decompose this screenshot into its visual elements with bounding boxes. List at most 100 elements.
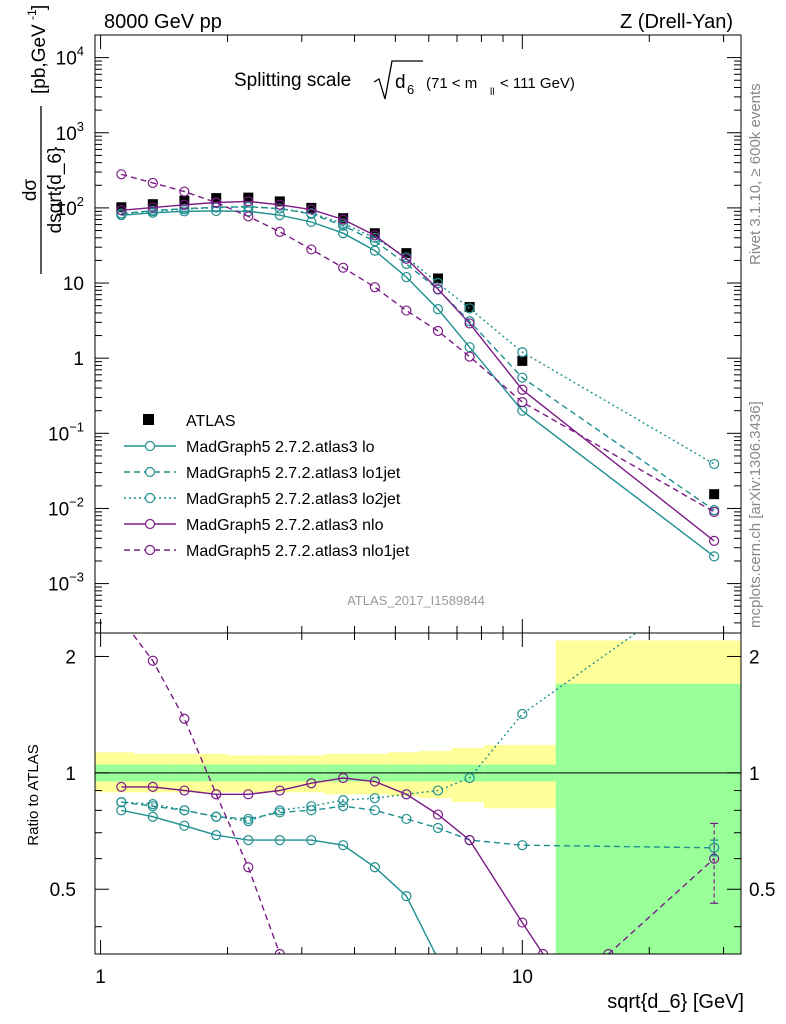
series-marker (432, 284, 444, 295)
series-marker (147, 781, 158, 792)
atlas-point (274, 196, 285, 207)
series-marker (211, 789, 222, 800)
legend-label: MadGraph5 2.7.2.atlas3 lo (186, 439, 375, 456)
uncertainty-bands (95, 640, 741, 954)
mcplots-label: mcplots.cern.ch [arXiv:1306.3436] (747, 401, 764, 628)
series-marker (709, 458, 720, 470)
plot-title: Splitting scale d 6 (71 < m ll < 111 GeV… (234, 60, 575, 100)
rivet-label: Rivet 3.1.10, ≥ 600k events (747, 83, 764, 265)
series-marker (274, 835, 285, 846)
series-marker (369, 776, 380, 787)
series-line (121, 809, 437, 954)
atlas-point (147, 199, 158, 210)
series-marker (603, 948, 614, 954)
series-marker (517, 397, 528, 408)
series-marker (116, 797, 127, 808)
series-marker (709, 535, 720, 546)
y-tick-label: 10−3 (48, 570, 84, 596)
series-marker (179, 713, 190, 724)
series-marker (243, 816, 254, 827)
series-line (121, 210, 715, 557)
series-marker (274, 785, 285, 796)
series-marker (274, 805, 285, 816)
series-marker (211, 197, 222, 208)
plot-title-symbol: d (395, 72, 406, 93)
series-line (121, 777, 544, 954)
header-left-label: 8000 GeV pp (104, 11, 222, 33)
ratio-y-tick-label-left: 0.5 (50, 880, 76, 901)
legend-marker (144, 544, 156, 556)
series-marker (369, 236, 380, 247)
series-line (121, 173, 715, 513)
series-marker (179, 186, 190, 197)
series-marker (147, 177, 158, 189)
atlas-point (338, 213, 349, 224)
legend-marker (144, 466, 156, 478)
series-marker (243, 196, 254, 207)
series-marker (338, 228, 349, 239)
series-marker (464, 303, 475, 314)
ylabel-numerator: dσ (20, 179, 41, 202)
series-marker (537, 948, 549, 954)
series-marker (147, 799, 158, 810)
y-tick-label: 102 (56, 194, 84, 220)
ratio-y-tick-label-left: 2 (65, 647, 76, 668)
ratio-y-tick-label-right: 1 (749, 764, 760, 785)
series-line (607, 858, 715, 954)
series-marker (179, 805, 190, 816)
series-marker (338, 795, 349, 806)
series-marker (464, 772, 475, 784)
series-marker (432, 785, 444, 796)
series-marker (116, 205, 127, 216)
series-marker (147, 202, 158, 213)
series-marker (179, 820, 190, 831)
plot-title-cut-end: < 111 GeV) (500, 75, 575, 92)
series-marker (517, 708, 528, 720)
legend: ATLAS MadGraph5 2.7.2.atlas3 lo MadGraph5 … (124, 413, 410, 560)
series-marker (517, 384, 528, 395)
x-tick-label: 10 (512, 967, 533, 988)
x-tick-label: 1 (95, 967, 106, 988)
series-marker (401, 813, 412, 825)
plot-title-cut: (71 < m (426, 75, 477, 92)
series-marker (147, 811, 158, 822)
series-marker (464, 351, 475, 362)
series-marker (517, 372, 528, 383)
series-marker (338, 262, 349, 273)
series-marker (116, 805, 127, 816)
series-marker (338, 772, 349, 784)
plot-title-subscript: 6 (407, 82, 414, 97)
plot-title-cut-sub: ll (490, 87, 494, 98)
series-marker (306, 801, 317, 812)
y-tick-label: 10−2 (48, 494, 84, 520)
y-tick-label: 104 (56, 44, 84, 70)
series-marker (401, 789, 412, 800)
y-tick-label: 103 (56, 119, 84, 145)
series-marker (369, 805, 380, 816)
ratio-panel-series (116, 633, 720, 954)
series-line (121, 200, 715, 542)
x-axis-label: sqrt{d_6} [GeV] (607, 991, 744, 1013)
legend-marker (144, 518, 156, 530)
series-marker (369, 282, 380, 293)
atlas-point (306, 202, 317, 213)
series-marker (274, 203, 285, 214)
ylabel-unit: [pb,GeV (29, 24, 50, 94)
series-marker (401, 305, 412, 316)
series-marker (401, 253, 412, 264)
series-marker (709, 506, 720, 517)
atlas-point (116, 202, 127, 213)
series-marker (243, 835, 254, 846)
series-marker (306, 208, 317, 219)
atlas-point (243, 192, 254, 203)
series-marker (116, 169, 127, 180)
series-marker (432, 325, 444, 337)
series-marker (306, 204, 317, 215)
legend-label: MadGraph5 2.7.2.atlas3 lo1jet (186, 465, 401, 482)
y-tick-label: 10−1 (48, 419, 84, 445)
series-marker (274, 948, 285, 954)
series-marker (338, 840, 349, 851)
y-axis-label-ratio: Ratio to ATLAS (25, 744, 42, 845)
series-marker (243, 789, 254, 800)
